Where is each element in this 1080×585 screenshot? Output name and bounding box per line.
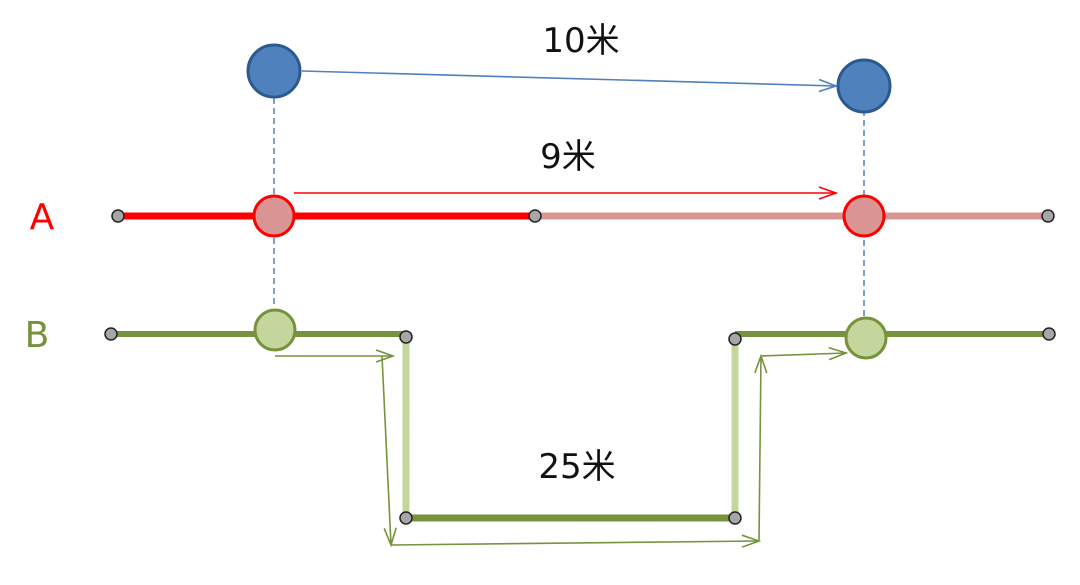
track-a-node-end bbox=[842, 194, 886, 238]
track-b-arrow-5 bbox=[760, 353, 846, 356]
track-a-label: A bbox=[30, 197, 55, 238]
track-b-arrow-3 bbox=[390, 541, 759, 545]
track-b-node-start bbox=[253, 308, 297, 352]
track-b-endpoint-left bbox=[104, 327, 118, 341]
track-b-endpoint-corner-2 bbox=[399, 511, 413, 525]
distance-label-bottom: 25米 bbox=[538, 447, 615, 487]
track-b-node-end bbox=[844, 316, 888, 360]
distance-label-top: 10米 bbox=[542, 21, 619, 61]
track-b-endpoint-corner-1 bbox=[399, 330, 413, 344]
top-distance-arrow bbox=[301, 70, 836, 86]
track-b-arrow-2 bbox=[381, 355, 391, 545]
track-b-endpoint-right bbox=[1042, 327, 1056, 341]
track-b-label: B bbox=[25, 315, 50, 356]
track-b-arrow-4 bbox=[759, 356, 761, 542]
track-a-node-start bbox=[252, 194, 296, 238]
track-a-endpoint-right bbox=[1041, 209, 1055, 223]
blue-node-end bbox=[836, 58, 892, 114]
blue-node-start bbox=[246, 43, 302, 99]
track-b-endpoint-corner-4 bbox=[728, 332, 742, 346]
track-b-endpoint-corner-3 bbox=[728, 511, 742, 525]
distance-label-mid: 9米 bbox=[540, 137, 596, 177]
track-a-endpoint-mid bbox=[528, 209, 542, 223]
track-a-endpoint-left bbox=[111, 209, 125, 223]
